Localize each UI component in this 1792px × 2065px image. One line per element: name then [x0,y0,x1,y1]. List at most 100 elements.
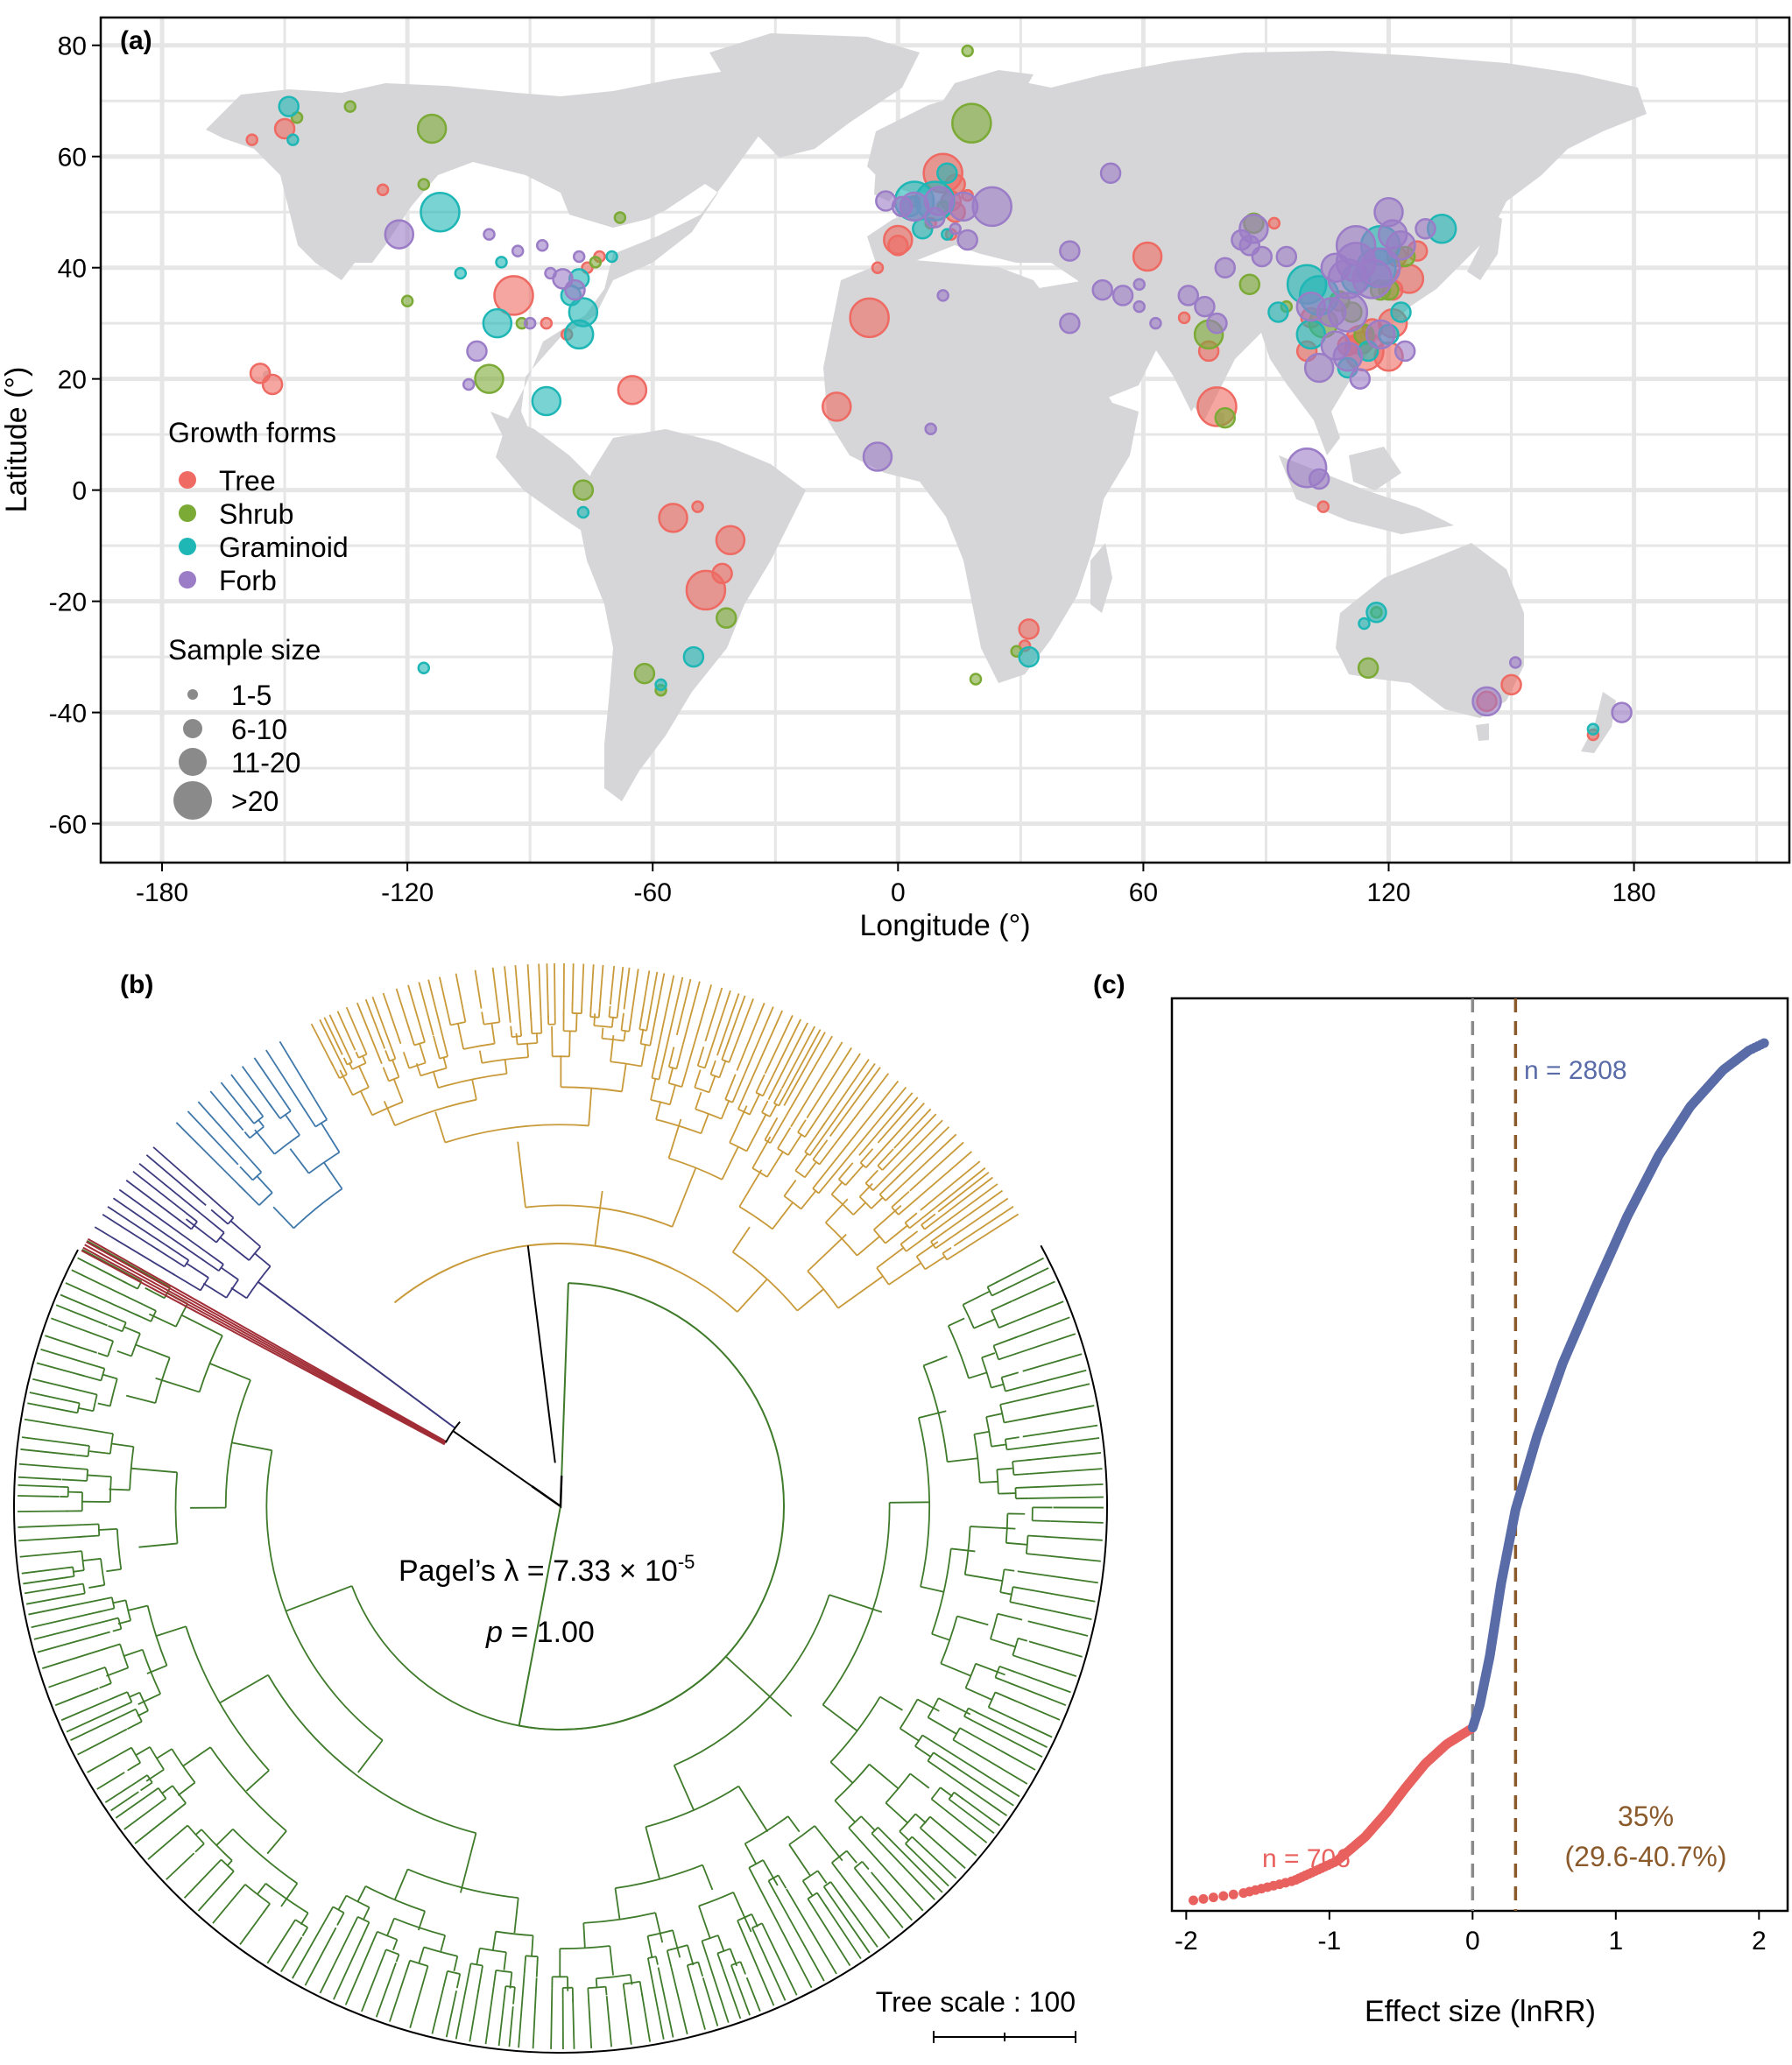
tree-branch [609,1945,614,1976]
effect-point-positive [1759,1038,1769,1048]
tree-branch [147,1831,180,1860]
tree-branch [650,1078,657,1101]
land-madagascar [1090,543,1112,613]
tree-branch [135,1746,151,1756]
tree-branch [1030,1405,1095,1419]
tree-branch [185,1211,198,1223]
tree-branch [1030,1589,1096,1603]
tree-branch [906,1237,925,1252]
tree-branch [361,1956,385,2012]
tree-branch [138,1163,202,1215]
site-point-graminoid [568,297,599,328]
tree-branch [441,1036,449,1057]
tree-branch [360,1090,373,1116]
tree-branch [1029,1468,1103,1475]
tree-branch [526,1043,530,1058]
tree-branch [864,1169,878,1184]
tree-branch [732,1892,752,1933]
tree-branch [993,1336,1018,1347]
site-point-forb [1214,257,1237,278]
y-tick-label: 20 [58,366,87,395]
tree-branch [726,995,746,1045]
tree-branch [355,1051,360,1059]
tree-branch-arc [107,1341,115,1357]
tree-branch [987,1280,998,1288]
tree-branch [371,997,392,1047]
legend-growth-title: Growth forms [168,417,336,448]
tree-branch [685,984,713,1072]
tree-branch [503,1952,507,1970]
tree-branch [156,1625,187,1637]
tree-branch [230,1286,248,1300]
site-point-graminoid [1267,301,1289,323]
tree-branch [697,1962,704,1977]
panel-a-axes: -180 -120 -60 0 60 120 180 80 60 40 20 0 -20 -40 -60 [49,32,1656,907]
tree-branch [999,1397,1028,1406]
tree-branch [832,1899,871,1954]
tree-branch [402,1051,411,1069]
tree-branch-arc [352,1086,370,1096]
site-point-forb [1132,278,1146,291]
tree-branch [1012,1586,1033,1591]
tree-branch [899,1830,910,1842]
tree-branch [1012,1458,1032,1462]
site-point-forb [384,219,415,250]
tree-branch [931,1837,966,1870]
tree-branch [966,1731,1036,1771]
tree-branch [81,1248,130,1276]
tree-branch-arc [697,1065,706,1069]
x-tick-label: 2 [1752,1927,1767,1956]
tree-branch [829,1067,881,1138]
tree-branch-arc [532,1032,542,1035]
tree-branch [75,1454,88,1457]
tree-branch [474,969,483,1009]
site-point-tree [1132,241,1163,272]
tree-branch [219,1237,250,1261]
tree-branch [638,1981,644,1997]
tree-branch-arc [332,1906,345,1913]
tree-branch-arc [86,1469,89,1482]
tree-branch-arc [610,1061,642,1068]
tree-branch [737,1786,769,1833]
tree-branch-arc [444,1124,589,1144]
tree-branch [418,982,434,1036]
tree-branch [148,1313,177,1328]
panel-c-effect-sizes: (c) -2 -1 0 1 2 n = 2808 n = 706 35% (29.6-4… [1093,970,1789,2028]
land-tasmania [1476,723,1489,741]
tree-branch-arc [388,1076,399,1082]
site-point-graminoid [531,385,562,417]
tree-branch-arc [116,1528,123,1569]
tree-branch [595,1978,598,1988]
tree-branch [481,1011,485,1025]
tree-branch [682,981,701,1045]
tree-branch [25,1595,71,1605]
tree-branch [921,1166,986,1220]
tree-branch [624,1997,632,2045]
tree-branch [74,1569,84,1573]
tree-branch [386,1918,395,1936]
tree-branch-arc [596,1973,631,1980]
tree-branch [909,1773,930,1789]
tree-branch [621,1063,627,1092]
site-point-tree [1267,216,1281,230]
tree-branch [1027,1483,1104,1489]
site-point-forb [1275,245,1298,268]
effect-point-negative [1218,1891,1229,1901]
tree-branch [649,1032,653,1047]
tree-branch [704,987,723,1042]
tree-branch [661,976,684,1065]
tree-branch [185,1218,217,1244]
tree-branch [604,1986,608,1996]
tree-branch [816,1870,828,1884]
tree-branch [877,1148,894,1166]
land-britain [874,158,902,201]
tree-branch [846,1850,857,1864]
tree-branch [861,1861,870,1871]
site-point-graminoid [1018,645,1040,668]
site-point-forb [1308,468,1330,490]
tree-branch-arc [82,1583,86,1594]
tree-branch [895,1126,950,1180]
tree-branch [166,1852,195,1880]
tree-branch [1022,1424,1098,1438]
tree-branch [33,1619,109,1640]
